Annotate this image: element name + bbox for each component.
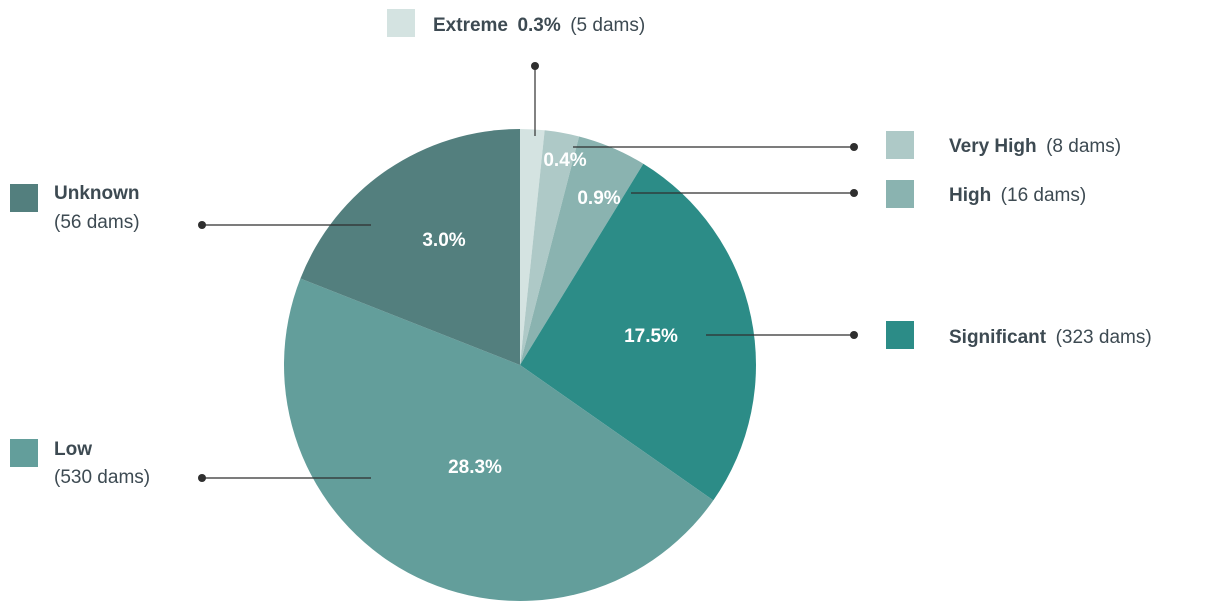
legend-count-high: (16 dams) (1001, 185, 1087, 206)
legend-count-low: (530 dams) (54, 467, 150, 488)
legend-count-significant: (323 dams) (1056, 327, 1152, 348)
slice-percent-very-high: 0.4% (543, 150, 586, 171)
leader-dot-high (850, 189, 858, 197)
legend-swatch-significant (886, 321, 914, 349)
legend-swatch-very-high (886, 131, 914, 159)
legend-swatch-extreme (387, 9, 415, 37)
legend-name-unknown: Unknown (54, 183, 140, 204)
legend-label-extreme: Extreme 0.3% (5 dams) (433, 15, 645, 36)
legend-name-significant: Significant (949, 327, 1047, 348)
legend-percent-extreme: 0.3% (517, 15, 560, 36)
slice-percent-low: 28.3% (448, 457, 502, 478)
pie-slice-low (284, 278, 714, 601)
legend-count-extreme: (5 dams) (570, 15, 645, 36)
slice-percent-significant: 17.5% (624, 326, 678, 347)
leader-dot-significant (850, 331, 858, 339)
leader-dot-unknown (198, 221, 206, 229)
pie-slice-very-high (520, 130, 580, 365)
slice-percent-unknown: 3.0% (422, 230, 465, 251)
legend-name-very-high: Very High (949, 136, 1037, 157)
leader-dot-extreme (531, 62, 539, 70)
slice-percent-high: 0.9% (577, 188, 620, 209)
legend-swatch-high (886, 180, 914, 208)
pie-slice-extreme (520, 129, 545, 365)
leader-lines (198, 62, 858, 482)
legend-label-high: High (16 dams) (949, 185, 1086, 206)
pie-slice-significant (520, 163, 756, 501)
legend-name-extreme: Extreme (433, 15, 508, 36)
legend-name-high: High (949, 185, 991, 206)
legend-swatch-low (10, 439, 38, 467)
pie-slices (284, 128, 756, 601)
pie-slice-unknown (300, 128, 520, 365)
legend-swatch-unknown (10, 184, 38, 212)
legend-label-significant: Significant (323 dams) (949, 327, 1152, 348)
leader-dot-very-high (850, 143, 858, 151)
legend-count-unknown: (56 dams) (54, 212, 140, 233)
legend-name-low: Low (54, 439, 92, 460)
legend-label-very-high: Very High (8 dams) (949, 136, 1121, 157)
leader-dot-low (198, 474, 206, 482)
pie-slice-high (520, 136, 644, 365)
legend-count-very-high: (8 dams) (1046, 136, 1121, 157)
